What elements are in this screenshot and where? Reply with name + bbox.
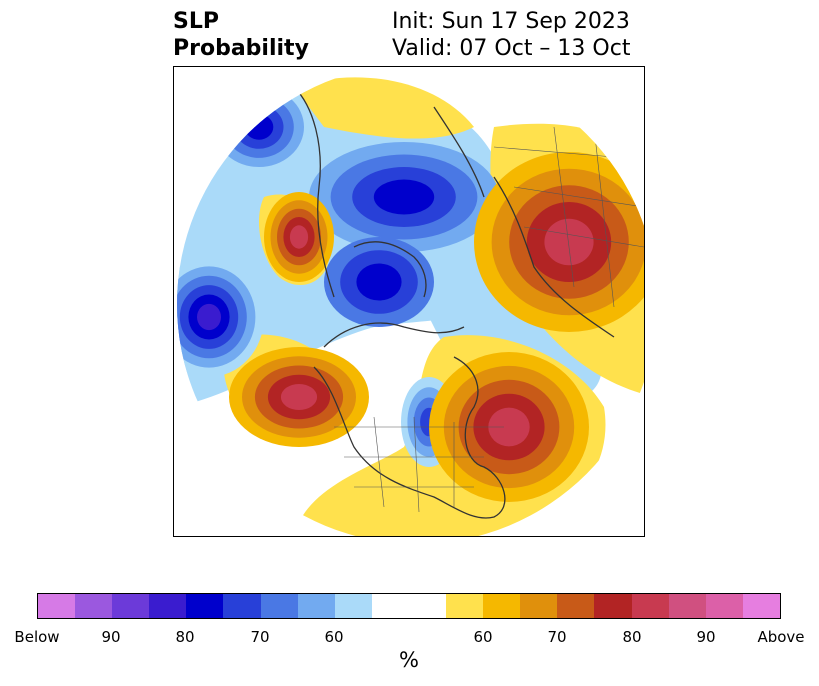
colorbar-tick-label: 90 [101,628,121,646]
arctic-canada-coast [323,322,465,348]
greenland-coast [353,241,427,298]
above-region-arctic-edge [294,77,474,139]
title-left: SLP Probability [173,8,309,62]
colorbar-bin [371,594,409,618]
eurasia-borders [493,126,644,308]
colorbar-tick-label: 60 [473,628,493,646]
colorbar-bin [631,594,669,618]
colorbar-tick-label: Below [14,628,60,646]
colorbar-tick-label: Above [757,628,805,646]
anomaly-contour [356,263,402,301]
map-canvas [177,67,644,536]
probability-map [173,66,645,537]
anomaly-contour [373,179,435,215]
colorbar-bin [557,594,595,618]
colorbar-bin [408,594,447,618]
pacific-coast [293,86,335,298]
title-product: Probability [173,36,309,61]
colorbar-bin [446,594,484,618]
colorbar-bin [223,594,261,618]
colorbar-bin [186,594,224,618]
title-variable: SLP [173,9,219,34]
anomaly-contour [280,384,318,410]
colorbar [37,593,781,619]
colorbar-bin [594,594,632,618]
asia-coast [433,106,485,198]
colorbar-bin [260,594,298,618]
north-america-coast [313,356,506,519]
title-right: Init: Sun 17 Sep 2023 Valid: 07 Oct – 13… [392,8,630,62]
valid-period: Valid: 07 Oct – 13 Oct [392,36,631,61]
init-date: Init: Sun 17 Sep 2023 [392,9,630,34]
colorbar-tick-label: 70 [250,628,270,646]
colorbar-bin [112,594,150,618]
country-borders [334,126,644,513]
europe-coast [493,176,615,338]
colorbar-bin [149,594,187,618]
anomaly-contour [544,218,594,266]
colorbar-tick-label: 60 [324,628,344,646]
anomaly-contours [177,87,644,502]
colorbar-bin [668,594,706,618]
colorbar-tick-label: 80 [622,628,642,646]
colorbar-unit: % [399,648,419,672]
anomaly-contour [289,225,309,249]
colorbar-tick-label: 90 [696,628,716,646]
colorbar-bin [334,594,372,618]
colorbar-tick-label: 70 [547,628,567,646]
us-state-lines [334,416,504,513]
colorbar-bin [297,594,335,618]
coastlines [293,86,615,519]
colorbar-bin [75,594,113,618]
colorbar-bin [742,594,780,618]
colorbar-tick-label: 80 [175,628,195,646]
colorbar-bin [483,594,521,618]
anomaly-contour [244,114,274,140]
colorbar-bin [520,594,558,618]
anomaly-contour [197,303,221,331]
anomaly-contour [488,407,530,447]
colorbar-bin [705,594,743,618]
colorbar-bin [38,594,76,618]
